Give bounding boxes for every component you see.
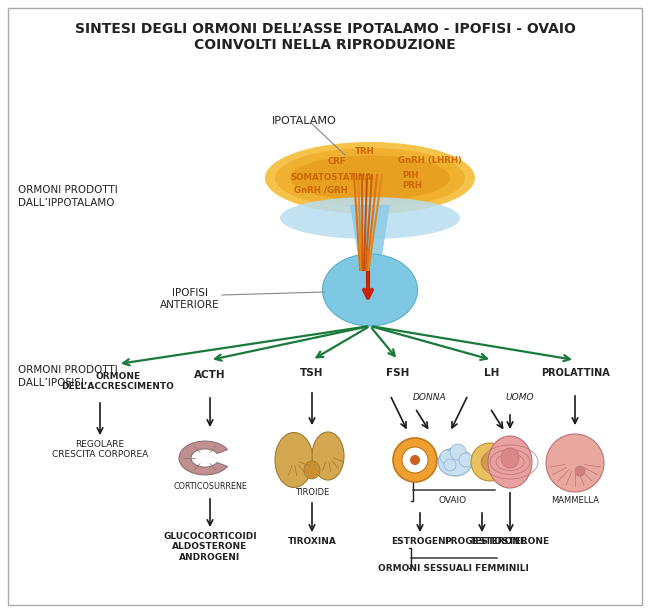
Ellipse shape — [488, 436, 532, 488]
Text: PRH: PRH — [402, 181, 422, 191]
Text: ORMONI SESSUALI FEMMINILI: ORMONI SESSUALI FEMMINILI — [378, 564, 528, 573]
Text: TIROIDE: TIROIDE — [295, 488, 329, 497]
Text: LH: LH — [484, 368, 500, 378]
Text: TIROXINA: TIROXINA — [287, 537, 337, 546]
Ellipse shape — [275, 148, 465, 208]
Text: ORMONE
DELL’ACCRESCIMENTO: ORMONE DELL’ACCRESCIMENTO — [62, 372, 174, 391]
Circle shape — [440, 450, 454, 464]
Circle shape — [481, 453, 499, 471]
Text: MAMMELLA: MAMMELLA — [551, 496, 599, 505]
Text: SINTESI DEGLI ORMONI DELL’ASSE IPOTALAMO - IPOFISI - OVAIO: SINTESI DEGLI ORMONI DELL’ASSE IPOTALAMO… — [75, 22, 575, 36]
Circle shape — [393, 438, 437, 482]
Text: PROLATTINA: PROLATTINA — [541, 368, 610, 378]
Text: DONNA: DONNA — [413, 393, 447, 402]
Text: GLUCOCORTICOIDI
ALDOSTERONE
ANDROGENI: GLUCOCORTICOIDI ALDOSTERONE ANDROGENI — [163, 532, 257, 562]
Text: IPOTALAMO: IPOTALAMO — [272, 116, 337, 126]
Text: ESTROGENI: ESTROGENI — [391, 537, 449, 546]
Text: REGOLARE
CRESCITA CORPOREA: REGOLARE CRESCITA CORPOREA — [52, 440, 148, 459]
Ellipse shape — [575, 466, 585, 476]
Circle shape — [444, 459, 456, 471]
Text: FSH: FSH — [386, 368, 410, 378]
Text: OVAIO: OVAIO — [439, 496, 467, 505]
Ellipse shape — [546, 434, 604, 492]
Ellipse shape — [312, 432, 344, 480]
Circle shape — [410, 455, 420, 465]
Text: ORMONI PRODOTTI: ORMONI PRODOTTI — [18, 365, 118, 375]
Text: DALL’IPPOTALAMO: DALL’IPPOTALAMO — [18, 198, 114, 208]
Ellipse shape — [322, 254, 417, 326]
Ellipse shape — [265, 142, 475, 214]
Text: COINVOLTI NELLA RIPRODUZIONE: COINVOLTI NELLA RIPRODUZIONE — [194, 38, 456, 52]
Circle shape — [450, 444, 466, 460]
Ellipse shape — [275, 433, 313, 487]
Text: GnRH (LHRH): GnRH (LHRH) — [398, 156, 462, 164]
Ellipse shape — [438, 448, 472, 476]
Text: IPOFISI
ANTERIORE: IPOFISI ANTERIORE — [160, 288, 220, 310]
Circle shape — [471, 443, 509, 481]
Ellipse shape — [290, 156, 450, 200]
Text: SOMATOSTATINA: SOMATOSTATINA — [290, 173, 372, 183]
Text: TESTOSTERONE: TESTOSTERONE — [470, 537, 550, 546]
Text: TSH: TSH — [300, 368, 324, 378]
Polygon shape — [179, 441, 228, 475]
Text: DALL’IPOFISI: DALL’IPOFISI — [18, 378, 84, 388]
Circle shape — [459, 453, 473, 467]
Text: UOMO: UOMO — [506, 393, 534, 402]
Text: PIH: PIH — [402, 170, 419, 180]
Text: PROGESTERONE: PROGESTERONE — [444, 537, 526, 546]
Text: GnRH /GRH: GnRH /GRH — [294, 186, 348, 194]
Ellipse shape — [501, 448, 519, 468]
Text: CRF: CRF — [328, 158, 346, 167]
Text: TRH: TRH — [355, 148, 375, 156]
Text: ACTH: ACTH — [194, 370, 226, 380]
Polygon shape — [350, 205, 390, 268]
Ellipse shape — [280, 197, 460, 239]
Text: ORMONI PRODOTTI: ORMONI PRODOTTI — [18, 185, 118, 195]
Circle shape — [402, 447, 428, 473]
Ellipse shape — [304, 461, 320, 479]
Text: CORTICOSURRENE: CORTICOSURRENE — [173, 482, 247, 491]
